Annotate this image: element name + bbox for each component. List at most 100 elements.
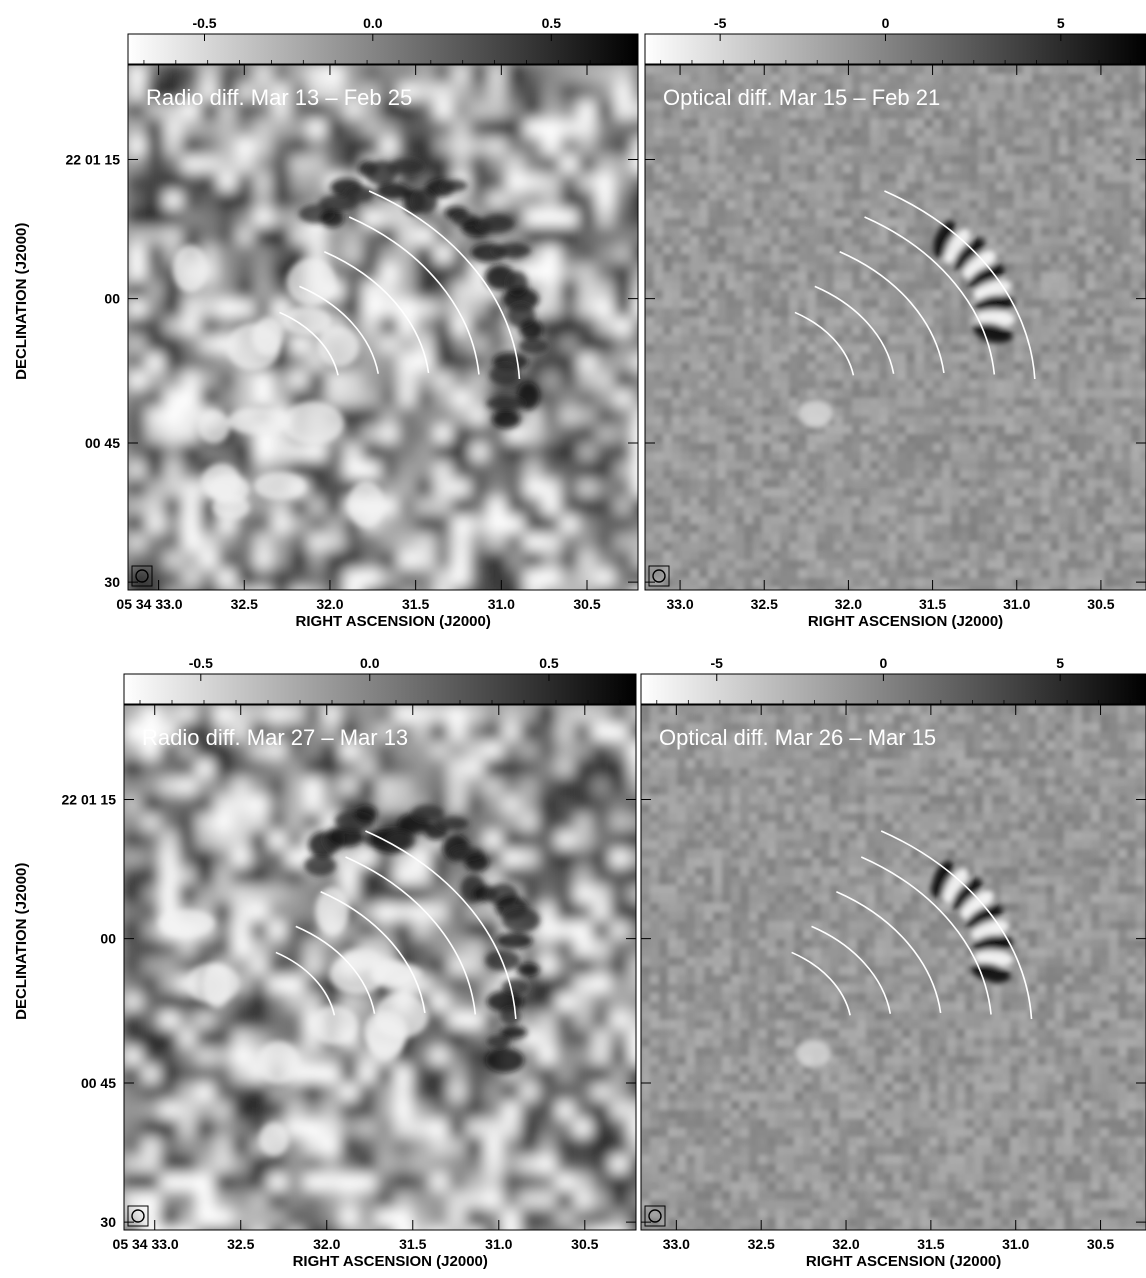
- colorbar: -0.5 0.0 0.5: [127, 15, 639, 65]
- y-tick-label: 22 01 15: [62, 792, 117, 808]
- arc-curve: [323, 250, 430, 374]
- x-tick-label: 31.5: [402, 596, 429, 612]
- arc-curve: [348, 216, 480, 375]
- colorbar-tick-label: 0.0: [360, 655, 380, 671]
- x-tick-label: 33.0: [663, 1236, 690, 1252]
- arc-overlays: [794, 190, 1036, 380]
- arc-curve: [320, 890, 426, 1014]
- x-tick-label: 31.5: [399, 1236, 426, 1252]
- x-tick-label: 32.5: [751, 596, 778, 612]
- image-features: [159, 804, 541, 1157]
- colorbar-gradient: [644, 33, 1146, 65]
- colorbar-tick-label: 0.5: [542, 15, 562, 31]
- x-axis-label: RIGHT ASCENSION (J2000): [806, 1253, 1001, 1270]
- x-tick-label: 32.5: [748, 1236, 775, 1252]
- colorbar-tick-label: -0.5: [189, 655, 213, 671]
- panel-frame: [123, 704, 637, 1231]
- arc-curve: [345, 856, 477, 1015]
- image-optical: [645, 65, 1146, 590]
- x-tick-label: 32.0: [316, 596, 343, 612]
- image-radio: [128, 65, 638, 590]
- arc-curve: [836, 890, 942, 1014]
- panel-frame: [640, 704, 1146, 1231]
- image-features: [795, 860, 1014, 1068]
- colorbar-gradient: [127, 33, 639, 65]
- y-tick-label: 30: [100, 1214, 116, 1230]
- y-tick-label: 22 01 15: [66, 152, 121, 168]
- colorbar-gradient: [640, 673, 1146, 705]
- image-texture: [645, 65, 1146, 590]
- beam-circle: [131, 1209, 145, 1223]
- colorbar-tick-label: -5: [711, 655, 724, 671]
- y-tick-label: 00: [100, 931, 116, 947]
- colorbar-tick-label: -5: [714, 15, 727, 31]
- arc-curve: [275, 951, 336, 1016]
- x-tick-label: 05 34 33.0: [113, 1236, 179, 1252]
- colorbar-tick-label: -0.5: [192, 15, 216, 31]
- colorbar: -5 0 5: [644, 15, 1146, 65]
- colorbar-tick-label: 0.0: [363, 15, 383, 31]
- x-tick-label: 31.0: [1003, 596, 1030, 612]
- x-tick-label: 30.5: [571, 1236, 598, 1252]
- x-axis-label: RIGHT ASCENSION (J2000): [293, 1253, 488, 1270]
- y-tick-label: 00: [104, 291, 120, 307]
- arc-curve: [368, 190, 521, 380]
- image-optical: [641, 705, 1146, 1230]
- image-features: [172, 158, 549, 528]
- arc-overlays: [279, 190, 521, 380]
- arc-curve: [839, 250, 945, 374]
- colorbar-tick-label: 0: [880, 655, 888, 671]
- arc-curve: [860, 856, 992, 1015]
- arc-curve: [811, 925, 892, 1014]
- arc-curve: [864, 216, 996, 375]
- panel-frame: [644, 64, 1146, 591]
- colorbar-gradient: [123, 673, 637, 705]
- x-tick-label: 33.0: [666, 596, 693, 612]
- arc-curve: [814, 285, 895, 374]
- x-tick-label: 05 34 33.0: [116, 596, 182, 612]
- beam-circle: [648, 1209, 662, 1223]
- beam-circle: [652, 569, 666, 583]
- colorbar: -5 0 5: [640, 655, 1146, 705]
- arc-curve: [880, 830, 1033, 1020]
- x-tick-label: 32.0: [313, 1236, 340, 1252]
- panel-3: -0.5 0.0 0.5 Radio diff. Mar 27 – Mar 13 22 …: [13, 655, 637, 1270]
- panel-frame: [127, 64, 639, 591]
- colorbar: -0.5 0.0 0.5: [123, 655, 637, 705]
- arc-curve: [794, 311, 855, 376]
- x-tick-label: 31.0: [1002, 1236, 1029, 1252]
- panel-title: Optical diff. Mar 26 – Mar 15: [659, 725, 936, 750]
- colorbar-tick-label: 0.5: [539, 655, 559, 671]
- arc-overlays: [791, 830, 1033, 1020]
- colorbar-tick-label: 5: [1057, 15, 1065, 31]
- image-texture: [641, 705, 1146, 1230]
- arc-curve: [279, 311, 339, 376]
- x-tick-label: 30.5: [573, 596, 600, 612]
- beam-box: [648, 565, 670, 587]
- y-tick-label: 30: [104, 574, 120, 590]
- beam-box: [131, 565, 153, 587]
- x-axis-label: RIGHT ASCENSION (J2000): [808, 613, 1003, 630]
- beam-circle: [135, 569, 149, 583]
- panel-title: Optical diff. Mar 15 – Feb 21: [663, 85, 940, 110]
- x-tick-label: 30.5: [1087, 596, 1114, 612]
- panel-title: Radio diff. Mar 27 – Mar 13: [142, 725, 408, 750]
- panel-1: -0.5 0.0 0.5 Radio diff. Mar 13 – Feb 25 22 …: [13, 15, 639, 630]
- x-tick-label: 31.5: [919, 596, 946, 612]
- arc-overlays: [275, 830, 517, 1020]
- x-tick-label: 30.5: [1087, 1236, 1114, 1252]
- x-tick-label: 31.5: [917, 1236, 944, 1252]
- x-tick-label: 31.0: [485, 1236, 512, 1252]
- beam-box: [644, 1205, 666, 1227]
- arc-curve: [791, 951, 851, 1016]
- panel-2: -5 0 5 Optical diff. Mar 15 – Feb 21 33.0 32.…: [644, 15, 1146, 630]
- colorbar-tick-label: 0: [882, 15, 890, 31]
- arc-curve: [365, 830, 517, 1020]
- x-tick-label: 32.0: [835, 596, 862, 612]
- arc-curve: [299, 285, 380, 374]
- x-tick-label: 31.0: [488, 596, 515, 612]
- arc-curve: [295, 925, 376, 1014]
- x-tick-label: 32.0: [832, 1236, 859, 1252]
- image-texture: [128, 65, 638, 590]
